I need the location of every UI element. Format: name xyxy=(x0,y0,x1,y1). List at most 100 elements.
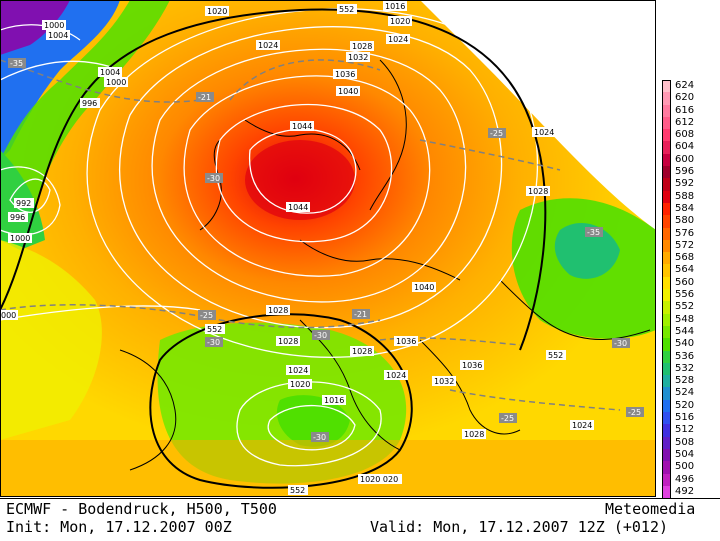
svg-text:992: 992 xyxy=(16,199,31,208)
legend-entry: 516 xyxy=(660,412,720,425)
isobars xyxy=(0,8,539,467)
svg-text:1024: 1024 xyxy=(386,371,406,380)
legend-label: 544 xyxy=(675,325,695,337)
legend-label: 576 xyxy=(675,227,695,239)
svg-text:1032: 1032 xyxy=(434,377,454,386)
legend-label: 508 xyxy=(675,436,695,448)
legend-swatch xyxy=(662,129,671,142)
svg-text:1020: 1020 xyxy=(390,17,410,26)
legend-swatch xyxy=(662,80,671,93)
svg-text:1024: 1024 xyxy=(388,35,408,44)
legend-label: 596 xyxy=(675,166,695,178)
legend-label: 624 xyxy=(675,80,695,91)
svg-text:-30: -30 xyxy=(614,339,627,348)
legend-label: 620 xyxy=(675,92,695,104)
isobar-label: 1024 xyxy=(384,370,408,380)
isobar-label: 552 xyxy=(288,485,308,495)
cold-core-northwest xyxy=(0,0,70,55)
svg-text:1036: 1036 xyxy=(396,337,416,346)
legend-entry: 508 xyxy=(660,436,720,449)
isobar-label: 1028 xyxy=(350,346,374,356)
legend-label: 520 xyxy=(675,399,695,411)
legend-entry: 592 xyxy=(660,178,720,191)
isobar-label: 1000 xyxy=(42,20,66,30)
legend-label: 512 xyxy=(675,424,695,436)
svg-text:552: 552 xyxy=(548,351,563,360)
isobar-label: 1004 xyxy=(98,67,122,77)
cool-band-northwest xyxy=(0,0,170,240)
legend-label: 612 xyxy=(675,116,695,128)
legend-entry: 500 xyxy=(660,461,720,474)
temp-label: -30 xyxy=(312,330,330,340)
temp-label: -21 xyxy=(196,92,214,102)
legend-label: 504 xyxy=(675,448,695,460)
svg-text:552: 552 xyxy=(290,486,305,495)
svg-text:1044: 1044 xyxy=(288,203,308,212)
legend-swatch xyxy=(662,350,671,363)
legend-label: 604 xyxy=(675,141,695,153)
legend-swatch xyxy=(662,301,671,314)
svg-text:1032: 1032 xyxy=(348,53,368,62)
svg-text:1036: 1036 xyxy=(335,70,355,79)
svg-text:-25: -25 xyxy=(200,311,213,320)
isobar-label: 1020 xyxy=(205,6,229,16)
color-legend: 624 620 616 612 608 604 600 596 592 588 584 580 576 5… xyxy=(660,80,720,535)
isobar-label: 1024 xyxy=(286,365,310,375)
legend-entry: 620 xyxy=(660,92,720,105)
legend-swatch xyxy=(662,338,671,351)
legend-label: 492 xyxy=(675,485,695,497)
legend-entry: 548 xyxy=(660,313,720,326)
isobar-label: 1028 xyxy=(526,186,550,196)
temp-label: -25 xyxy=(499,413,517,423)
map-canvas: 1000 1004 1020 552 1016 1020 1024 -35 10… xyxy=(0,0,656,497)
legend-entry: 580 xyxy=(660,215,720,228)
legend-label: 536 xyxy=(675,350,695,362)
svg-text:552: 552 xyxy=(339,5,354,14)
legend-entry: 524 xyxy=(660,387,720,400)
svg-text:1000: 1000 xyxy=(44,21,64,30)
legend-label: 560 xyxy=(675,276,695,288)
isobar-label: 1020 020 xyxy=(358,474,402,484)
svg-text:-35: -35 xyxy=(587,228,600,237)
legend-entry: 552 xyxy=(660,301,720,314)
legend-label: 552 xyxy=(675,301,695,313)
legend-swatch xyxy=(662,104,671,117)
isobar-label: 000 xyxy=(0,310,18,320)
isobar-label: 1040 xyxy=(336,86,360,96)
high-core xyxy=(245,140,355,220)
legend-label: 608 xyxy=(675,129,695,141)
svg-text:1024: 1024 xyxy=(258,41,278,50)
isobar-label: 1040 xyxy=(412,282,436,292)
svg-text:1028: 1028 xyxy=(464,430,484,439)
legend-swatch xyxy=(662,387,671,400)
svg-text:-30: -30 xyxy=(207,174,220,183)
svg-text:-25: -25 xyxy=(490,129,503,138)
isobar-label: 1024 xyxy=(570,420,594,430)
legend-swatch xyxy=(662,325,671,339)
legend-entry: 512 xyxy=(660,424,720,437)
legend-entry: 576 xyxy=(660,227,720,240)
temp-label: -21 xyxy=(352,309,370,319)
isobar-label: 1020 xyxy=(288,379,312,389)
svg-text:1000: 1000 xyxy=(10,234,30,243)
legend-entry: 492 xyxy=(660,485,720,499)
no-data-northeast xyxy=(420,0,656,230)
legend-label: 548 xyxy=(675,313,695,325)
temp-label: -30 xyxy=(205,337,223,347)
svg-text:1040: 1040 xyxy=(338,87,358,96)
legend-entry: 556 xyxy=(660,289,720,302)
svg-text:1016: 1016 xyxy=(385,2,405,11)
pressure-labels: 1000 1004 1020 552 1016 1020 1024 -35 10… xyxy=(0,1,644,495)
isobar-label: 1020 xyxy=(388,16,412,26)
legend-swatch xyxy=(662,252,671,265)
brand-name: Meteomedia xyxy=(605,500,696,518)
isobar-label: 996 xyxy=(8,212,28,222)
svg-text:1020 020: 1020 020 xyxy=(360,475,398,484)
isobar-label: 1036 xyxy=(394,336,418,346)
svg-text:-30: -30 xyxy=(314,331,327,340)
isobar-label: 1044 xyxy=(290,121,314,131)
legend-label: 524 xyxy=(675,387,695,399)
legend-entry: 496 xyxy=(660,473,720,486)
svg-text:-21: -21 xyxy=(198,93,211,102)
legend-label: 532 xyxy=(675,362,695,374)
